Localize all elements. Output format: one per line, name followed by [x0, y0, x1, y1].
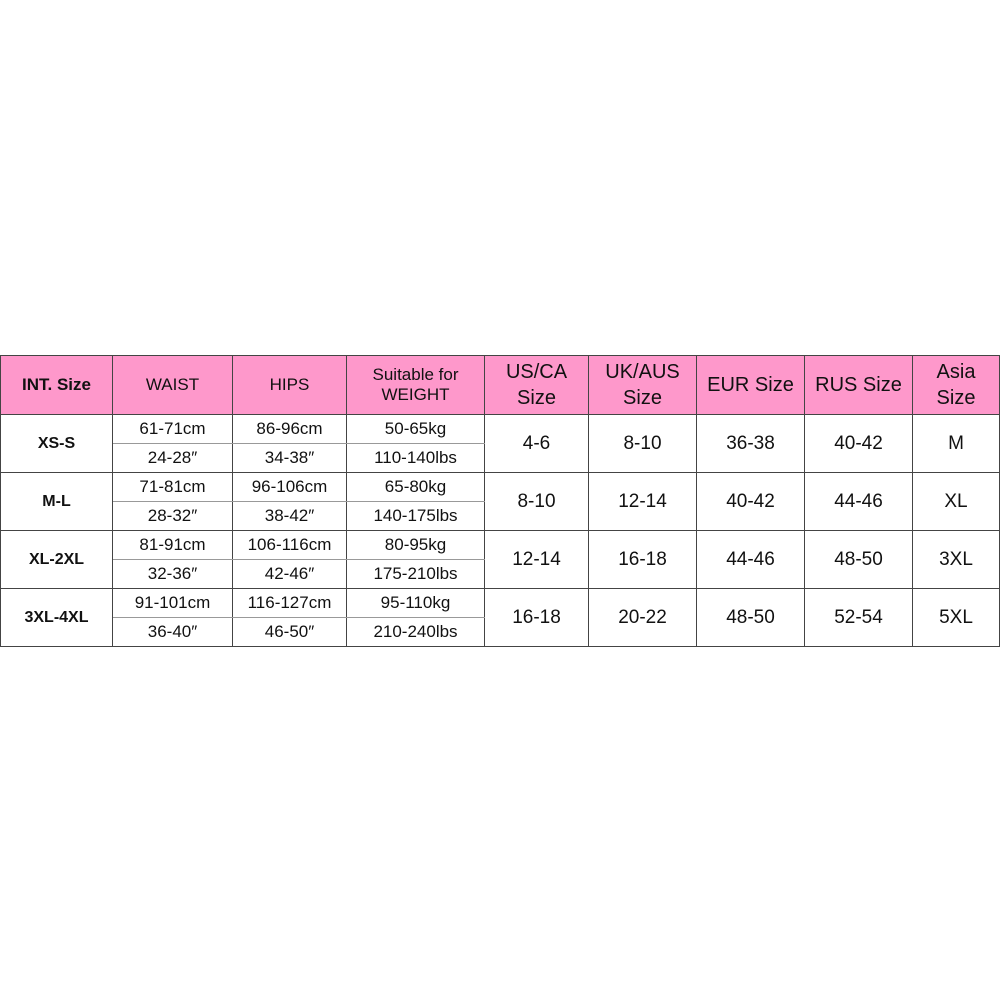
eur-size-cell: 36-38	[696, 414, 805, 473]
table-row: 28-32″ 38-42″ 140-175lbs	[1, 501, 1000, 531]
eur-size-cell: 40-42	[696, 472, 805, 531]
size-cell: M-L	[0, 472, 113, 531]
hips-inch-cell: 34-38″	[232, 443, 347, 473]
rus-size-cell: 48-50	[804, 530, 913, 589]
hips-inch-cell: 38-42″	[232, 501, 347, 531]
eur-size-cell: 44-46	[696, 530, 805, 589]
table-row: 3XL-4XL 91-101cm 116-127cm 95-110kg 16-18 20-…	[0, 588, 1000, 647]
us-size-cell: 4-6	[484, 414, 589, 473]
rus-size-cell: 52-54	[804, 588, 913, 647]
us-size-cell: 12-14	[484, 530, 589, 589]
waist-cm-cell: 61-71cm	[112, 414, 233, 444]
table-row: 36-40″ 46-50″ 210-240lbs	[1, 617, 1000, 647]
hips-inch-cell: 46-50″	[232, 617, 347, 647]
weight-lbs-cell: 110-140lbs	[346, 443, 485, 473]
hips-cm-cell: 116-127cm	[232, 588, 347, 618]
weight-lbs-cell: 210-240lbs	[346, 617, 485, 647]
header-waist: WAIST	[112, 355, 233, 415]
asia-size-cell: M	[912, 414, 1000, 473]
hips-cm-cell: 106-116cm	[232, 530, 347, 560]
header-uk: UK/AUS Size	[588, 355, 697, 415]
asia-size-cell: 3XL	[912, 530, 1000, 589]
asia-size-cell: XL	[912, 472, 1000, 531]
hips-cm-cell: 86-96cm	[232, 414, 347, 444]
header-us-line2: Size	[517, 387, 556, 409]
header-us-line1: US/CA	[505, 361, 568, 383]
header-row: INT. Size WAIST HIPS Suitable for WEIGHT …	[0, 355, 1000, 415]
header-weight: Suitable for WEIGHT	[346, 355, 485, 415]
table-row: XS-S 61-71cm 86-96cm 50-65kg 4-6 8-10 36-38 40-…	[0, 414, 1000, 473]
waist-cm-cell: 71-81cm	[112, 472, 233, 502]
waist-inch-cell: 36-40″	[112, 617, 233, 647]
header-asia: Asia Size	[912, 355, 1000, 415]
uk-size-cell: 8-10	[588, 414, 697, 473]
waist-inch-cell: 24-28″	[112, 443, 233, 473]
weight-kg-cell: 50-65kg	[346, 414, 485, 444]
uk-size-cell: 16-18	[588, 530, 697, 589]
header-weight-line1: Suitable for	[372, 365, 459, 384]
waist-cm-cell: 91-101cm	[112, 588, 233, 618]
table-row: M-L 71-81cm 96-106cm 65-80kg 8-10 12-14 40-42 4…	[0, 472, 1000, 531]
rus-size-cell: 44-46	[804, 472, 913, 531]
header-asia-line2: Size	[936, 387, 976, 409]
weight-kg-cell: 80-95kg	[346, 530, 485, 560]
header-asia-line1: Asia	[936, 361, 976, 383]
size-chart-table: INT. Size WAIST HIPS Suitable for WEIGHT …	[0, 355, 1000, 647]
rus-size-cell: 40-42	[804, 414, 913, 473]
table-row: 32-36″ 42-46″ 175-210lbs	[1, 559, 1000, 589]
header-hips: HIPS	[232, 355, 347, 415]
eur-size-cell: 48-50	[696, 588, 805, 647]
weight-kg-cell: 65-80kg	[346, 472, 485, 502]
header-eur: EUR Size	[696, 355, 805, 415]
header-us: US/CA Size	[484, 355, 589, 415]
weight-kg-cell: 95-110kg	[346, 588, 485, 618]
header-rus: RUS Size	[804, 355, 913, 415]
weight-lbs-cell: 175-210lbs	[346, 559, 485, 589]
weight-lbs-cell: 140-175lbs	[346, 501, 485, 531]
waist-inch-cell: 28-32″	[112, 501, 233, 531]
hips-cm-cell: 96-106cm	[232, 472, 347, 502]
asia-size-cell: 5XL	[912, 588, 1000, 647]
header-weight-line2: WEIGHT	[381, 385, 450, 404]
header-uk-line2: Size	[623, 387, 662, 409]
size-cell: 3XL-4XL	[0, 588, 113, 647]
uk-size-cell: 20-22	[588, 588, 697, 647]
waist-cm-cell: 81-91cm	[112, 530, 233, 560]
uk-size-cell: 12-14	[588, 472, 697, 531]
header-uk-line1: UK/AUS	[605, 361, 680, 383]
size-cell: XS-S	[0, 414, 113, 473]
size-cell: XL-2XL	[0, 530, 113, 589]
waist-inch-cell: 32-36″	[112, 559, 233, 589]
us-size-cell: 8-10	[484, 472, 589, 531]
hips-inch-cell: 42-46″	[232, 559, 347, 589]
table-row: XL-2XL 81-91cm 106-116cm 80-95kg 12-14 16-18 4…	[0, 530, 1000, 589]
table-row: 24-28″ 34-38″ 110-140lbs	[1, 443, 1000, 473]
us-size-cell: 16-18	[484, 588, 589, 647]
header-int-size: INT. Size	[0, 355, 113, 415]
